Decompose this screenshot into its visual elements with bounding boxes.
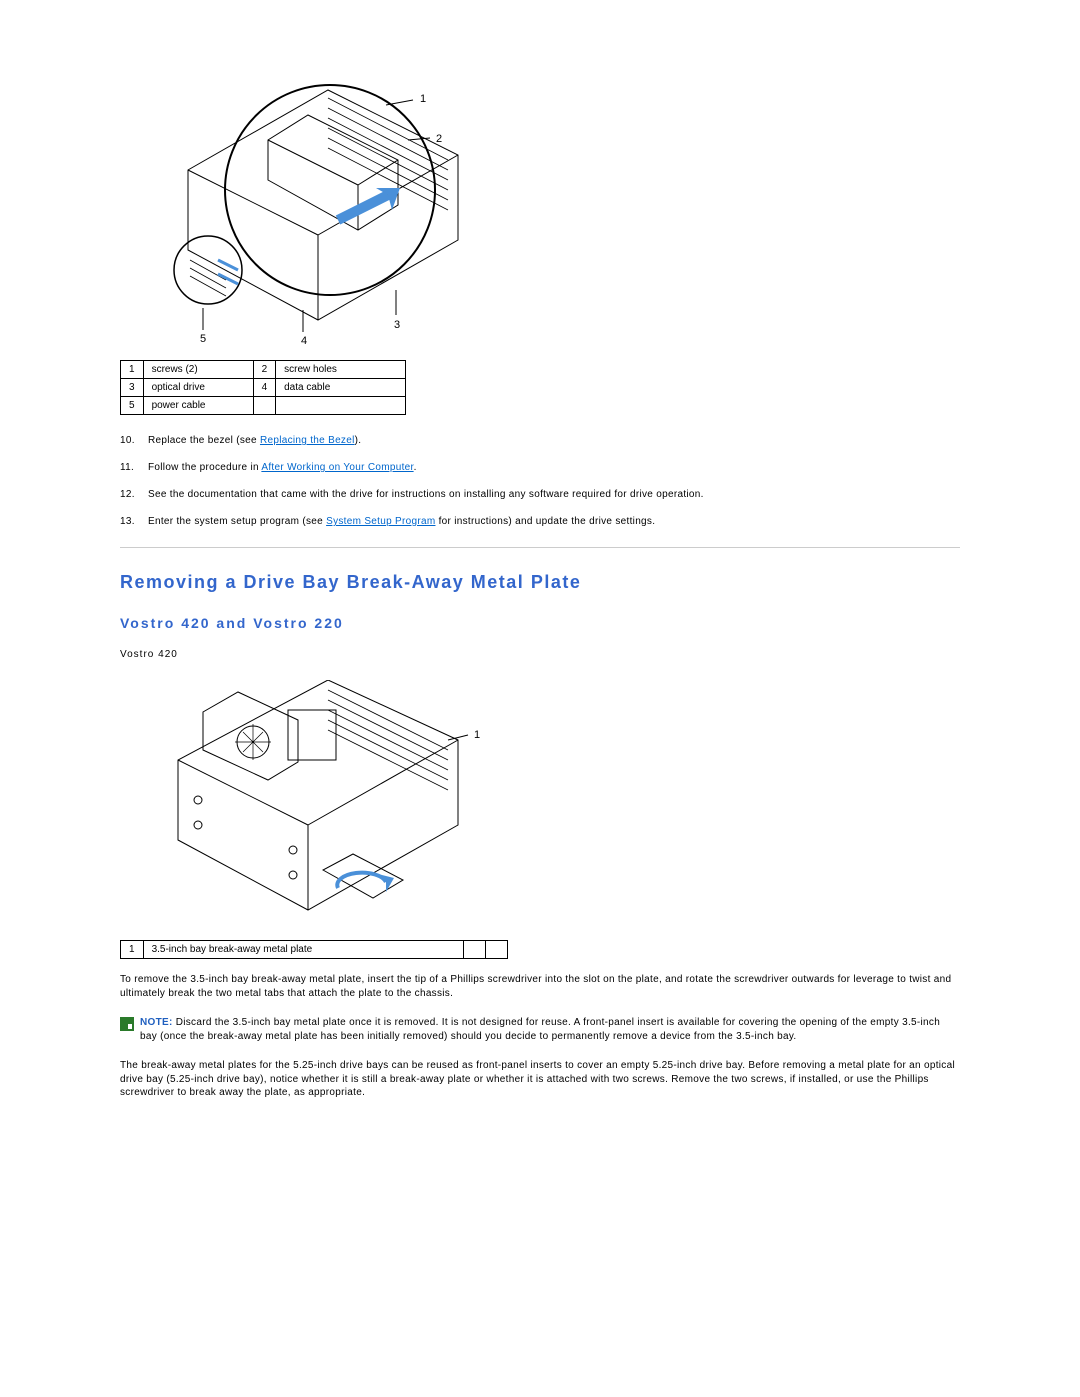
link-replacing-bezel[interactable]: Replacing the Bezel <box>260 435 355 446</box>
cell-1-label: screws (2) <box>143 361 253 379</box>
cell-4-num: 4 <box>253 379 276 397</box>
subheading-vostro-420: Vostro 420 <box>120 649 960 660</box>
figure-breakaway-svg: 1 <box>148 680 488 930</box>
plate-cell-empty1 <box>463 941 485 959</box>
section-divider <box>120 547 960 548</box>
plate-cell-label: 3.5-inch bay break-away metal plate <box>143 941 463 959</box>
note-text: NOTE: Discard the 3.5-inch bay metal pla… <box>140 1016 960 1043</box>
link-after-working[interactable]: After Working on Your Computer <box>261 462 413 473</box>
step-11: 11.Follow the procedure in After Working… <box>120 462 960 473</box>
callout-2: 2 <box>436 133 442 145</box>
cell-4-label: data cable <box>276 379 406 397</box>
heading-removing-plate: Removing a Drive Bay Break-Away Metal Pl… <box>120 572 960 593</box>
callout-5: 5 <box>200 333 206 345</box>
cell-3-num: 3 <box>121 379 144 397</box>
heading-vostro-models: Vostro 420 and Vostro 220 <box>120 615 960 631</box>
callout-4: 4 <box>301 335 307 347</box>
note-label: NOTE: <box>140 1017 173 1028</box>
step-10: 10.Replace the bezel (see Replacing the … <box>120 435 960 446</box>
para-remove-instruction: To remove the 3.5-inch bay break-away me… <box>120 973 960 1000</box>
cell-2-label: screw holes <box>276 361 406 379</box>
plate-cell-empty2 <box>485 941 507 959</box>
cell-empty-label <box>276 397 406 415</box>
cell-empty-num <box>253 397 276 415</box>
note-block: NOTE: Discard the 3.5-inch bay metal pla… <box>120 1016 960 1043</box>
callout-3: 3 <box>394 319 400 331</box>
callout-fig2-1: 1 <box>474 729 480 741</box>
cell-1-num: 1 <box>121 361 144 379</box>
procedure-steps: 10.Replace the bezel (see Replacing the … <box>120 435 960 527</box>
cell-2-num: 2 <box>253 361 276 379</box>
cell-5-num: 5 <box>121 397 144 415</box>
step-12: 12.See the documentation that came with … <box>120 489 960 500</box>
note-icon <box>120 1017 134 1031</box>
cell-5-label: power cable <box>143 397 253 415</box>
plate-cell-num: 1 <box>121 941 144 959</box>
para-reuse-info: The break-away metal plates for the 5.25… <box>120 1059 960 1100</box>
figure-optical-drive: 1 2 3 4 5 <box>148 60 960 350</box>
figure-optical-drive-svg: 1 2 3 4 5 <box>148 60 488 350</box>
figure1-callout-table: 1 screws (2) 2 screw holes 3 optical dri… <box>120 360 406 415</box>
figure2-callout-table: 1 3.5-inch bay break-away metal plate <box>120 940 508 959</box>
figure-breakaway-plate: 1 <box>148 680 960 930</box>
link-system-setup[interactable]: System Setup Program <box>326 516 435 527</box>
cell-3-label: optical drive <box>143 379 253 397</box>
callout-1: 1 <box>420 93 426 105</box>
step-13: 13.Enter the system setup program (see S… <box>120 516 960 527</box>
